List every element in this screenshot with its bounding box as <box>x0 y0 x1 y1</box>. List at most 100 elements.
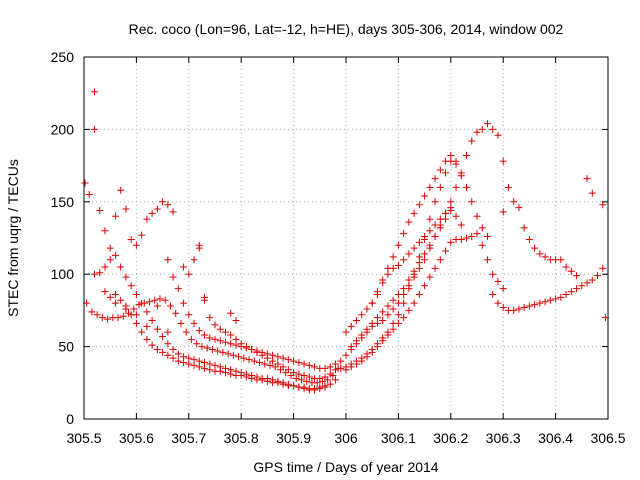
data-point <box>169 208 177 216</box>
data-point <box>373 288 381 296</box>
data-point <box>266 361 274 369</box>
data-point <box>520 304 528 312</box>
data-point <box>515 204 523 212</box>
series-arc-m <box>499 183 581 280</box>
data-point <box>122 273 130 281</box>
data-point <box>499 285 507 293</box>
data-point <box>394 311 402 319</box>
data-point <box>347 343 355 351</box>
data-point <box>258 351 266 359</box>
data-point <box>169 354 177 362</box>
data-point <box>394 241 402 249</box>
data-point <box>169 273 177 281</box>
data-point <box>531 244 539 252</box>
series-arc-peak-early <box>90 88 98 96</box>
data-point <box>290 382 298 390</box>
data-point <box>313 379 321 387</box>
data-point <box>138 299 146 307</box>
data-point <box>436 166 444 174</box>
data-point <box>164 201 172 209</box>
data-point <box>321 364 329 372</box>
data-point <box>182 328 190 336</box>
data-point <box>90 270 98 278</box>
data-point <box>452 157 460 165</box>
data-point <box>337 364 345 372</box>
data-point <box>201 331 209 339</box>
data-point <box>421 250 429 258</box>
data-point <box>153 302 161 310</box>
data-point <box>111 251 119 259</box>
data-point <box>510 198 518 206</box>
data-point <box>321 382 329 390</box>
data-point <box>232 335 240 343</box>
data-point <box>111 290 119 298</box>
data-point <box>599 201 607 209</box>
data-point <box>263 354 271 362</box>
data-point <box>101 227 109 235</box>
data-point <box>379 337 387 345</box>
data-point <box>106 244 114 252</box>
data-point <box>174 285 182 293</box>
data-point <box>290 357 298 365</box>
data-point <box>457 172 465 180</box>
data-point <box>342 351 350 359</box>
data-point <box>326 363 334 371</box>
data-point <box>541 253 549 261</box>
data-point <box>358 311 366 319</box>
data-point <box>384 302 392 310</box>
data-point <box>468 233 476 241</box>
y-tick-label: 200 <box>51 121 75 137</box>
data-point <box>93 311 101 319</box>
data-point <box>119 312 127 320</box>
data-point <box>405 306 413 314</box>
data-point <box>426 241 434 249</box>
data-point <box>536 299 544 307</box>
data-point <box>274 353 282 361</box>
data-point <box>410 244 418 252</box>
data-point <box>457 235 465 243</box>
x-tick-label: 305.6 <box>119 430 154 446</box>
data-point <box>363 353 371 361</box>
data-point <box>546 296 554 304</box>
data-point <box>229 351 237 359</box>
data-point <box>525 235 533 243</box>
data-point <box>224 350 232 358</box>
data-point <box>431 233 439 241</box>
data-point <box>248 374 256 382</box>
data-point <box>358 331 366 339</box>
data-point <box>151 296 159 304</box>
data-point <box>552 295 560 303</box>
data-point <box>468 198 476 206</box>
data-point <box>442 169 450 177</box>
series-arc-k <box>368 151 460 307</box>
data-point <box>499 157 507 165</box>
data-point <box>232 317 240 325</box>
data-point <box>263 377 271 385</box>
data-point <box>415 259 423 267</box>
data-point <box>185 270 193 278</box>
data-point <box>242 373 250 381</box>
data-point <box>394 290 402 298</box>
data-point <box>573 285 581 293</box>
data-point <box>436 183 444 191</box>
data-point <box>363 305 371 313</box>
data-point <box>198 343 206 351</box>
data-point <box>295 359 303 367</box>
data-point <box>96 269 104 277</box>
data-point <box>132 290 140 298</box>
data-point <box>85 191 93 199</box>
data-point <box>426 183 434 191</box>
data-point <box>156 295 164 303</box>
data-point <box>216 367 224 375</box>
data-point <box>421 233 429 241</box>
data-point <box>478 125 486 133</box>
data-point <box>143 215 151 223</box>
data-point <box>358 357 366 365</box>
data-point <box>117 263 125 271</box>
data-point <box>132 319 140 327</box>
data-point <box>352 317 360 325</box>
chart-title: Rec. coco (Lon=96, Lat=-12, h=HE), days … <box>129 21 564 37</box>
data-point <box>316 374 324 382</box>
data-point <box>248 345 256 353</box>
y-tick-label: 150 <box>51 194 75 210</box>
